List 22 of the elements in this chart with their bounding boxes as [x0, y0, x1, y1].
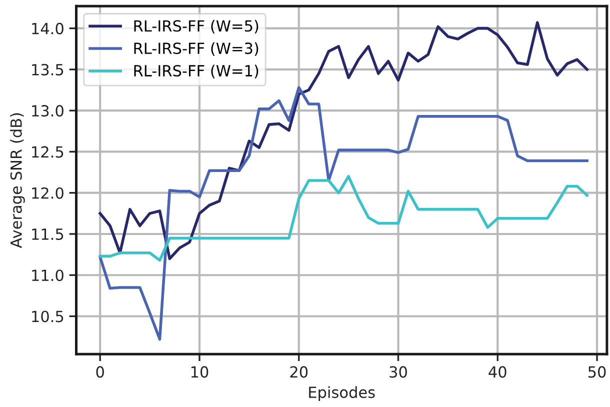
y-axis-title: Average SNR (dB) [10, 113, 25, 248]
x-axis-title: Episodes [309, 386, 375, 402]
y-tick-label: 12.0 [32, 187, 64, 199]
line-series [98, 86, 588, 341]
y-tick-label: 12.5 [32, 146, 64, 158]
legend-label: RL-IRS-FF (W=3) [134, 42, 258, 56]
x-tick-label: 20 [290, 366, 308, 378]
legend-label: RL-IRS-FF (W=1) [134, 64, 258, 78]
y-tick-label: 14.0 [32, 22, 64, 34]
y-tick-label: 11.5 [32, 228, 64, 240]
y-tick-label: 13.0 [32, 105, 64, 117]
x-tick-label: 30 [390, 366, 407, 378]
x-tick-label: 40 [488, 366, 506, 378]
line-series [98, 21, 588, 260]
y-tick-label: 13.5 [32, 64, 64, 76]
y-tick-label: 10.5 [32, 310, 64, 322]
y-tick-label: 11.0 [32, 270, 64, 282]
line-series [98, 175, 588, 262]
x-tick-label: 50 [588, 366, 606, 378]
legend-label: RL-IRS-FF (W=5) [134, 20, 258, 34]
x-tick-label: 0 [96, 366, 104, 378]
x-tick-label: 10 [191, 366, 208, 378]
